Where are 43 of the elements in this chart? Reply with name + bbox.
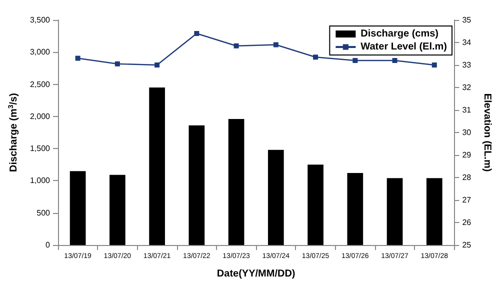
legend-label: Water Level (El.m): [360, 42, 448, 52]
y2-tick-label: 35: [462, 16, 472, 24]
y-tick-label: 1,000: [30, 176, 51, 186]
bar: [228, 119, 244, 245]
bar: [188, 125, 205, 245]
y-tick-label: 2,000: [30, 112, 51, 121]
y2-tick-label: 27: [462, 196, 472, 204]
y2-tick-label: 25: [462, 240, 472, 250]
legend-label: Discharge (cms): [360, 28, 438, 40]
point: [313, 54, 318, 60]
y2-tick-label: 32: [462, 83, 472, 92]
y2-tick-label: 28: [462, 173, 472, 182]
y2-tick-label: 33: [462, 60, 472, 70]
y2-tick-label: 29: [462, 150, 472, 160]
point: [194, 31, 200, 36]
bar: [386, 178, 403, 245]
y-tick-label: 3,000: [30, 48, 51, 57]
bar: [426, 178, 442, 245]
bar: [268, 150, 284, 245]
y2-axis-title: Elevation (EL.m): [482, 93, 492, 172]
x-axis-title: Date(YY/MM/DD): [216, 268, 296, 280]
point: [154, 62, 160, 68]
y2-tick-label: 30: [462, 128, 472, 137]
bar: [308, 164, 324, 245]
bar: [347, 173, 364, 245]
y-tick-label: 0: [46, 240, 51, 250]
bar: [110, 174, 126, 245]
y2-tick-label: 31: [462, 106, 472, 114]
y-tick-label: 2,500: [30, 80, 51, 89]
point: [273, 42, 278, 48]
y2-tick-label: 34: [462, 38, 472, 47]
y-tick-label: 1,500: [30, 144, 51, 154]
y2-tick-label: 26: [462, 218, 472, 227]
point: [75, 56, 80, 61]
point: [114, 61, 120, 66]
point: [432, 62, 437, 68]
y-tick-label: 500: [36, 208, 51, 218]
bar: [149, 88, 165, 245]
point: [392, 58, 398, 63]
point: [234, 43, 239, 48]
bar: [70, 171, 86, 245]
y-tick-label: 3,500: [30, 16, 51, 24]
point: [352, 58, 358, 63]
